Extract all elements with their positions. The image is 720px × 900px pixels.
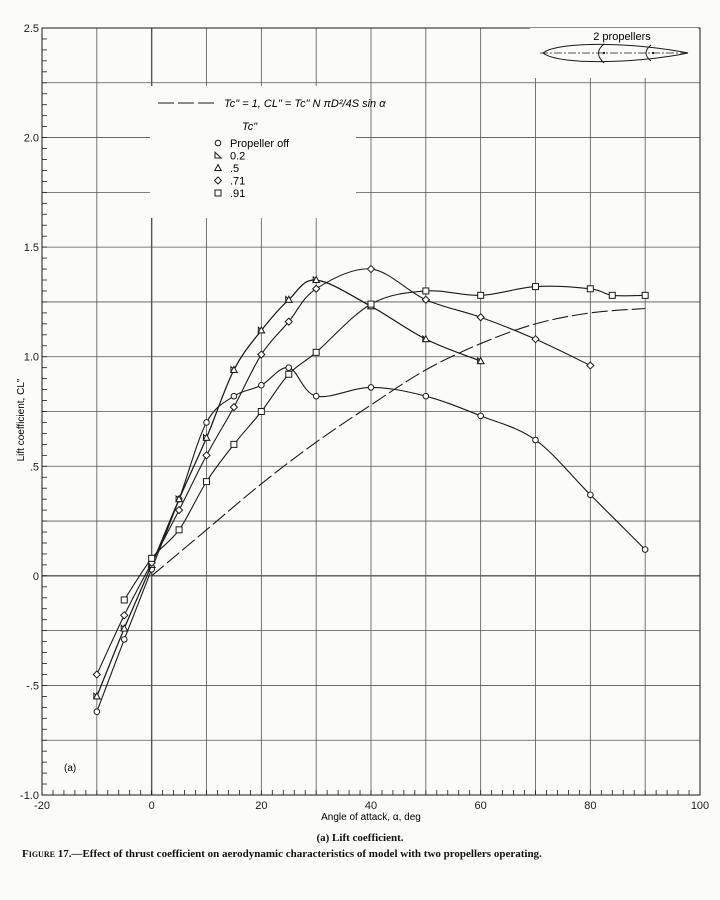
diamond-marker-icon — [120, 611, 129, 620]
circle-marker-icon — [532, 436, 539, 444]
x-tick-label: -20 — [34, 800, 50, 812]
diamond-marker-icon — [202, 451, 211, 460]
triangle-marker-icon — [213, 163, 223, 171]
triangle-marker-icon — [92, 691, 101, 700]
square-marker-icon — [257, 408, 265, 415]
propeller-inset: 2 propellers — [530, 28, 698, 78]
triangle-marker-icon — [476, 356, 485, 365]
legend-entry-label: .91 — [230, 188, 245, 200]
square-marker-icon — [367, 300, 375, 308]
square-marker-icon — [285, 370, 293, 378]
circle-marker-icon — [258, 381, 265, 389]
lift-coefficient-chart: -20 0 20 40 60 80 100 -1.0 -.5 0 .5 1.0 1.5 2.0 2.5 Tc… — [16, 23, 709, 823]
circle-marker-icon — [477, 412, 484, 420]
circle-marker-icon — [312, 392, 320, 400]
y-tick-label: 0 — [33, 571, 39, 583]
legend-entry-label: 0.2 — [230, 151, 245, 163]
square-marker-icon — [586, 285, 594, 293]
square-marker-icon — [641, 291, 649, 299]
y-tick-label: 1.0 — [24, 352, 39, 364]
propeller-disk-icon — [598, 43, 605, 64]
sub-caption: (a) Lift coefficient. — [316, 832, 404, 844]
square-marker-icon — [312, 348, 320, 356]
figure-text: —Effect of thrust coefficient on aerodyn… — [71, 848, 542, 860]
circle-marker-icon — [641, 546, 649, 553]
square-marker-icon — [477, 291, 485, 299]
x-tick-label: 20 — [255, 800, 267, 812]
data-series — [92, 264, 649, 716]
y-tick-label: -1.0 — [20, 790, 39, 802]
circle-marker-icon — [285, 364, 293, 371]
square-marker-icon — [214, 189, 222, 197]
y-tick-label: 2.5 — [24, 23, 39, 35]
square-marker-icon — [608, 291, 616, 299]
diamond-marker-icon — [366, 264, 376, 274]
square-marker-icon — [120, 596, 128, 604]
triangle-marker-icon — [175, 494, 184, 503]
diamond-marker-icon — [257, 350, 266, 359]
triangle-marker-icon — [312, 275, 321, 284]
series-5 — [151, 307, 646, 577]
inset-label: 2 propellers — [593, 31, 651, 43]
square-marker-icon — [532, 283, 539, 291]
legend-entry-label: .5 — [230, 163, 239, 175]
x-tick-label: 40 — [365, 800, 377, 812]
tick-labels: -20 0 20 40 60 80 100 -1.0 -.5 0 .5 1.0 1.5 2.0 2.5 — [20, 23, 709, 812]
x-tick-label: 0 — [149, 800, 155, 812]
diamond-marker-icon — [229, 402, 239, 412]
legend-entry-label: .71 — [230, 176, 245, 188]
triangle-marker-icon — [284, 295, 293, 303]
square-marker-icon — [230, 440, 238, 448]
triangle-marker-icon — [202, 433, 211, 441]
square-marker-icon — [422, 287, 430, 295]
grid — [41, 27, 701, 796]
axes — [41, 27, 701, 796]
circle-marker-icon — [214, 139, 222, 147]
triangle-marker-icon — [421, 334, 430, 343]
series-2 — [92, 275, 485, 700]
diamond-marker-icon — [213, 176, 223, 185]
triangle-marker-icon — [257, 325, 266, 334]
diamond-marker-icon — [174, 505, 184, 515]
square-marker-icon — [175, 526, 183, 534]
x-tick-label: 60 — [475, 800, 487, 812]
triangle-marker-icon — [229, 365, 238, 373]
figure-number: Figure 17. — [22, 848, 72, 860]
panel-label: (a) — [64, 763, 76, 774]
x-tick-label: 80 — [584, 800, 596, 812]
square-marker-icon — [203, 478, 210, 486]
triangle-marker-icon — [120, 623, 129, 632]
y-tick-label: 1.5 — [24, 242, 39, 254]
diamond-marker-icon — [586, 361, 595, 370]
x-axis-label: Angle of attack, α, deg — [321, 812, 421, 823]
circle-marker-icon — [230, 392, 238, 400]
circle-marker-icon — [203, 419, 210, 426]
legend: Tc" = 1, CL" = Tc" N πD²/4S sin α Tc" Prop… — [150, 86, 386, 218]
circle-marker-icon — [120, 636, 128, 643]
legend-header: Tc" — [242, 121, 258, 133]
diamond-marker-icon — [531, 334, 540, 344]
y-tick-label: 2.0 — [24, 133, 39, 145]
diamond-marker-icon — [284, 317, 293, 326]
x-tick-label: 100 — [691, 800, 709, 812]
diamond-marker-icon — [476, 313, 485, 322]
diamond-marker-icon — [311, 284, 321, 293]
diamond-marker-icon — [421, 295, 431, 304]
diamond-marker-icon — [92, 670, 102, 679]
figure-caption: Figure 17.—Effect of thrust coefficient … — [22, 848, 712, 860]
circle-marker-icon — [587, 491, 594, 499]
y-tick-label: -.5 — [26, 680, 39, 692]
propeller-disk-icon — [645, 44, 652, 62]
circle-marker-icon — [93, 708, 101, 716]
series-4 — [120, 283, 649, 604]
circle-marker-icon — [367, 384, 375, 391]
formula-legend-label: Tc" = 1, CL" = Tc" N πD²/4S sin α — [224, 98, 386, 110]
legend-entry-label: Propeller off — [230, 138, 290, 150]
y-axis-label: Lift coefficient, CL" — [16, 378, 27, 461]
square-marker-icon — [148, 554, 156, 562]
circle-marker-icon — [422, 392, 430, 400]
series-3 — [92, 264, 595, 679]
y-tick-label: .5 — [30, 461, 39, 473]
right-triangle-marker-icon — [214, 151, 223, 159]
